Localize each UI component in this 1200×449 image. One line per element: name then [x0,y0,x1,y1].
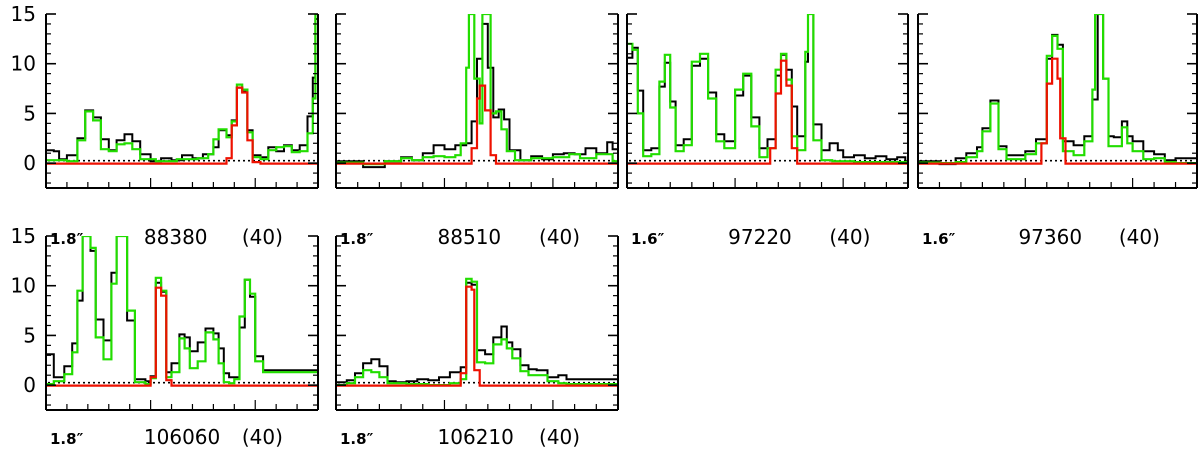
series-model-total-line [336,277,618,387]
spectrum-panel-5: 0 5 10 15 1.8″ 106060 (40) [11,224,319,449]
spectrum-panel-1: 0 5 10 15 1.8″ 88380 (40) [11,2,319,249]
spectrum-panel-3: 1.6″ 97220 (40) [626,13,909,249]
series-model-species-line [918,57,1197,165]
channel-count-label: (40) [242,225,283,249]
y-tick-label: 10 [11,52,36,76]
series-model-total-line [46,236,318,386]
series-model-total-line [336,14,618,166]
series-model-total-line [46,14,318,163]
beam-size-label: 1.8″ [50,430,84,448]
y-tick-label: 10 [11,274,36,298]
y-tick-label: 0 [23,151,36,175]
y-tick-label: 15 [11,224,36,248]
series-model-species-line [627,59,908,165]
frequency-label: 97220 [728,225,792,249]
channel-count-label: (40) [829,225,870,249]
channel-count-label: (40) [242,425,283,449]
frequency-label: 106060 [144,425,220,449]
frequency-label: 97360 [1018,225,1082,249]
beam-size-label: 1.8″ [340,430,374,448]
series-observed-line [627,14,908,163]
series-model-species-line [46,286,318,387]
series-model-species-line [336,285,618,387]
series-model-species-line [46,86,318,165]
y-tick-label: 0 [23,373,36,397]
beam-size-label: 1.6″ [631,230,665,248]
y-tick-label: 5 [23,323,36,347]
series-model-total-line [918,14,1197,165]
spectrum-panel-6: 1.8″ 106210 (40) [335,235,619,449]
series-model-total-line [627,14,908,164]
series-observed-line [46,18,318,163]
frequency-label: 88510 [438,225,502,249]
beam-size-label: 1.8″ [50,230,84,248]
frequency-label: 106210 [438,425,514,449]
beam-size-label: 1.8″ [340,230,374,248]
y-tick-label: 15 [11,2,36,26]
channel-count-label: (40) [1119,225,1160,249]
frequency-label: 88380 [144,225,208,249]
spectrum-panel-4: 1.6″ 97360 (40) [917,13,1198,249]
y-tick-label: 5 [23,101,36,125]
channel-count-label: (40) [539,425,580,449]
channel-count-label: (40) [539,225,580,249]
series-observed-line [46,236,318,383]
beam-size-label: 1.6″ [922,230,956,248]
spectrum-panel-2: 1.8″ 88510 (40) [335,13,619,249]
series-model-species-line [336,84,618,165]
